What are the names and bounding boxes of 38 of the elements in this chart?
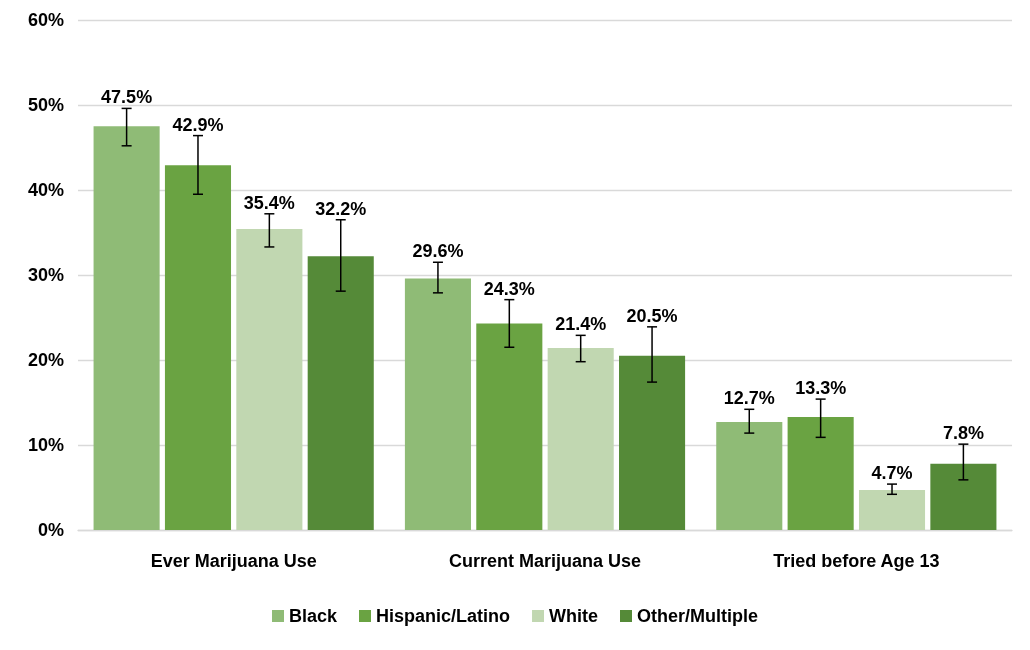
bar [93,126,160,530]
bar [930,463,997,530]
y-tick-label: 50% [27,95,64,115]
legend-label: Hispanic/Latino [376,606,511,626]
x-tick-label: Tried before Age 13 [773,551,940,571]
text: 21.4% [555,314,607,335]
bar [619,355,686,530]
bar [716,422,783,530]
text: 42.9% [172,114,224,135]
text: 7.8% [942,423,984,444]
bar [236,229,303,530]
x-tick-label: Current Marijuana Use [448,551,642,571]
y-tick-label: 20% [27,350,64,370]
bar [404,278,471,530]
text: 20.5% [626,305,678,326]
bar [476,323,543,530]
text: 13.3% [795,378,847,399]
text: 12.7% [723,388,775,409]
bar [164,165,232,530]
y-tick-label: 40% [27,180,64,200]
text: 4.7% [871,463,913,484]
y-tick-label: 0% [37,520,64,540]
text: 29.6% [412,241,464,262]
y-tick-label: 60% [27,10,64,30]
y-tick-label: 30% [27,265,64,285]
legend-label: White [549,606,599,626]
x-tick-label: Ever Marijuana Use [150,551,317,571]
y-tick-label: 10% [27,435,64,455]
bar [858,490,926,530]
legend-label: Other/Multiple [637,606,759,626]
legend-label: Black [288,606,338,626]
text: 47.5% [101,87,153,108]
text: 24.3% [483,278,535,299]
bar [787,416,854,530]
bar [307,256,374,530]
text: 35.4% [243,192,295,213]
text: 32.2% [315,198,367,219]
bar [547,348,614,530]
